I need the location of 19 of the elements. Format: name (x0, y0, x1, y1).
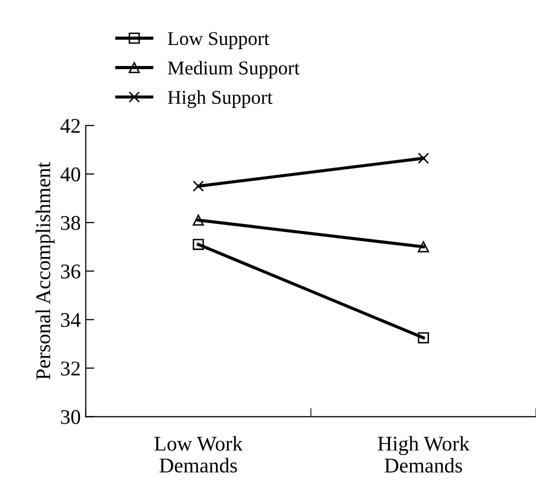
y-tick-label: 40 (60, 167, 80, 182)
point (192, 238, 204, 250)
y-tick-label: 42 (60, 118, 80, 133)
point (418, 241, 429, 252)
x-tick-label: High Work Demands (378, 436, 470, 473)
point (192, 180, 204, 192)
y-tick-label: 34 (61, 313, 81, 328)
legend-label: Medium Support (168, 60, 300, 79)
legend-label: Low Support (168, 32, 270, 50)
y-tick-label: 32 (61, 362, 80, 376)
x-tick-label: Low Work Demands (154, 436, 243, 473)
y-tick-label: 38 (61, 216, 80, 230)
y-tick-label: 30 (61, 410, 80, 424)
legend-label: High Support (168, 90, 273, 108)
point (192, 214, 204, 226)
y-axis-title: Personal Accomplishment (36, 162, 55, 380)
y-tick-label: 36 (61, 264, 80, 279)
point (418, 332, 429, 344)
point (418, 152, 429, 164)
